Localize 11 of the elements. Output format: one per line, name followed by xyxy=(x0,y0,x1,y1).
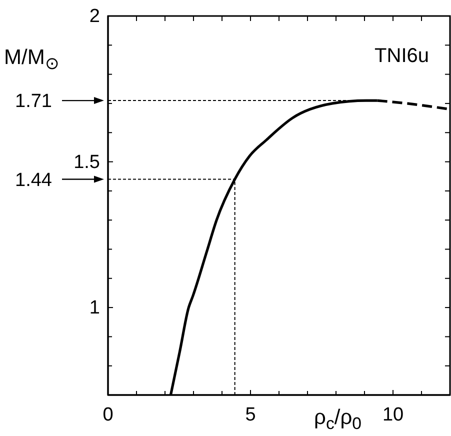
y-axis-title: M/M$_{⊙}$ xyxy=(4,46,59,74)
ref-line-label: 1.44 xyxy=(15,170,52,191)
y-tick-label: 1 xyxy=(89,298,100,319)
x-tick-label: 0 xyxy=(102,404,114,426)
x-tick-label: 5 xyxy=(245,404,256,426)
x-tick-label: 10 xyxy=(382,404,404,426)
annotation: TNI6u xyxy=(374,45,429,67)
y-tick-label: 1.5 xyxy=(74,152,100,173)
ref-line-label: 1.71 xyxy=(15,91,52,112)
x-axis-title: ρ$_{c}$/ρ$_{0}$ xyxy=(314,406,362,434)
y-tick-label: 2 xyxy=(89,6,100,28)
